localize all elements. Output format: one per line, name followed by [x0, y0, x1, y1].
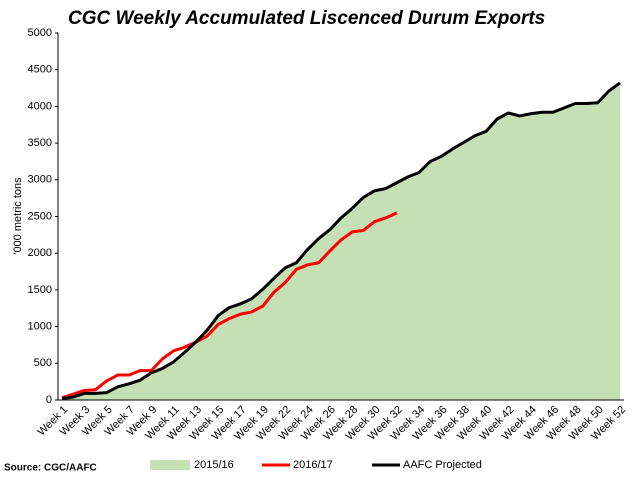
y-tick-label: 3000 [28, 174, 52, 186]
y-tick-label: 2500 [28, 210, 52, 222]
y-tick-label: 0 [46, 394, 52, 406]
y-tick-label: 3500 [28, 137, 52, 149]
y-tick-label: 2000 [28, 247, 52, 259]
line [61, 81, 621, 401]
y-tick-label: 4500 [28, 64, 52, 76]
y-axis-label: '000 metric tons [12, 177, 24, 255]
y-tick-label: 1000 [28, 321, 52, 333]
legend-swatch [150, 460, 190, 470]
y-tick-label: 500 [34, 357, 52, 369]
legend-label: 2015/16 [194, 459, 234, 471]
line [61, 211, 398, 400]
y-tick-label: 5000 [28, 27, 52, 39]
chart-title: CGC Weekly Accumulated Liscenced Durum E… [68, 8, 545, 29]
y-tick-label: 4000 [28, 100, 52, 112]
y-tick-label: 1500 [28, 284, 52, 296]
legend-label: 2016/17 [293, 459, 333, 471]
source: Source: CGC/AAFC [4, 463, 97, 474]
legend-label: AAFC Projected [403, 459, 482, 471]
